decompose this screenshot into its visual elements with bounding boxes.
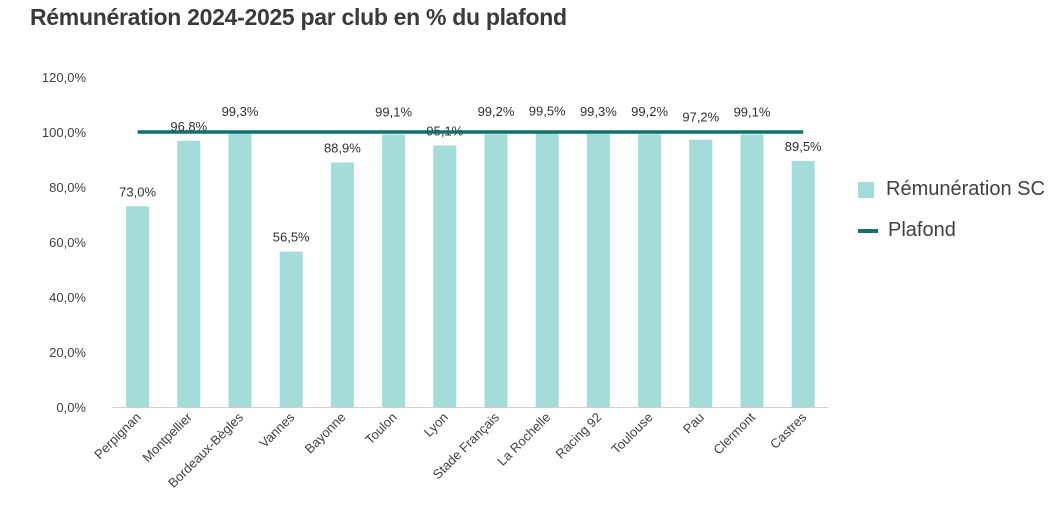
x-tick-label: Bayonne	[302, 410, 349, 457]
legend-swatch-bar	[858, 181, 874, 198]
x-tick-label: Pau	[680, 410, 707, 437]
data-label: 88,9%	[324, 141, 361, 156]
y-tick-label: 80,0%	[49, 180, 86, 195]
data-label: 99,1%	[375, 104, 412, 119]
y-tick-label: 20,0%	[49, 345, 86, 360]
bar-toulouse	[638, 134, 662, 407]
bar-montpellier	[177, 140, 201, 408]
y-tick-label: 60,0%	[49, 235, 86, 250]
x-tick-label: Castres	[767, 409, 810, 452]
data-label: 99,2%	[478, 104, 515, 119]
bar-racing-92	[586, 133, 610, 408]
bar-clermont	[740, 134, 764, 407]
bar-toulon	[382, 134, 406, 407]
x-tick-label: Vannes	[256, 409, 297, 450]
data-label: 56,5%	[273, 230, 310, 245]
legend-label: Rémunération SC	[886, 178, 1045, 200]
x-tick-label: Racing 92	[553, 410, 605, 462]
bar-bordeaux-b-gles	[228, 133, 252, 408]
y-tick-label: 120,0%	[42, 70, 87, 85]
data-label: 97,2%	[682, 110, 719, 125]
bar-perpignan	[126, 206, 150, 407]
bar-la-rochelle	[535, 133, 559, 407]
x-tick-label: Lyon	[421, 410, 451, 440]
chart-title: Rémunération 2024-2025 par club en % du …	[30, 4, 567, 30]
data-label: 99,1%	[734, 104, 771, 119]
data-label: 96,8%	[170, 119, 207, 134]
data-label: 99,2%	[631, 104, 668, 119]
bar-pau	[689, 139, 713, 407]
legend-item-remuneration: Rémunération SC	[858, 178, 1045, 201]
x-tick-label: La Rochelle	[494, 410, 553, 469]
data-label: 73,0%	[119, 184, 156, 199]
y-tick-label: 0,0%	[56, 400, 86, 415]
x-tick-label: Toulon	[362, 410, 400, 448]
legend-label: Plafond	[888, 219, 956, 241]
data-label: 99,5%	[529, 103, 566, 118]
data-label: 99,3%	[222, 104, 259, 119]
bar-lyon	[433, 145, 457, 407]
x-tick-label: Perpignan	[91, 410, 144, 463]
bar-stade-fran-ais	[484, 134, 508, 407]
y-tick-label: 100,0%	[42, 125, 87, 140]
legend-item-plafond: Plafond	[858, 219, 956, 242]
data-label: 99,3%	[580, 104, 617, 119]
data-label: 89,5%	[785, 139, 822, 154]
bar-castres	[791, 160, 815, 407]
bar-vannes	[279, 251, 303, 407]
bar-bayonne	[330, 162, 354, 407]
x-tick-label: Clermont	[710, 409, 758, 457]
legend-swatch-line	[858, 228, 878, 233]
y-tick-label: 40,0%	[49, 290, 86, 305]
x-tick-label: Toulouse	[608, 410, 655, 457]
